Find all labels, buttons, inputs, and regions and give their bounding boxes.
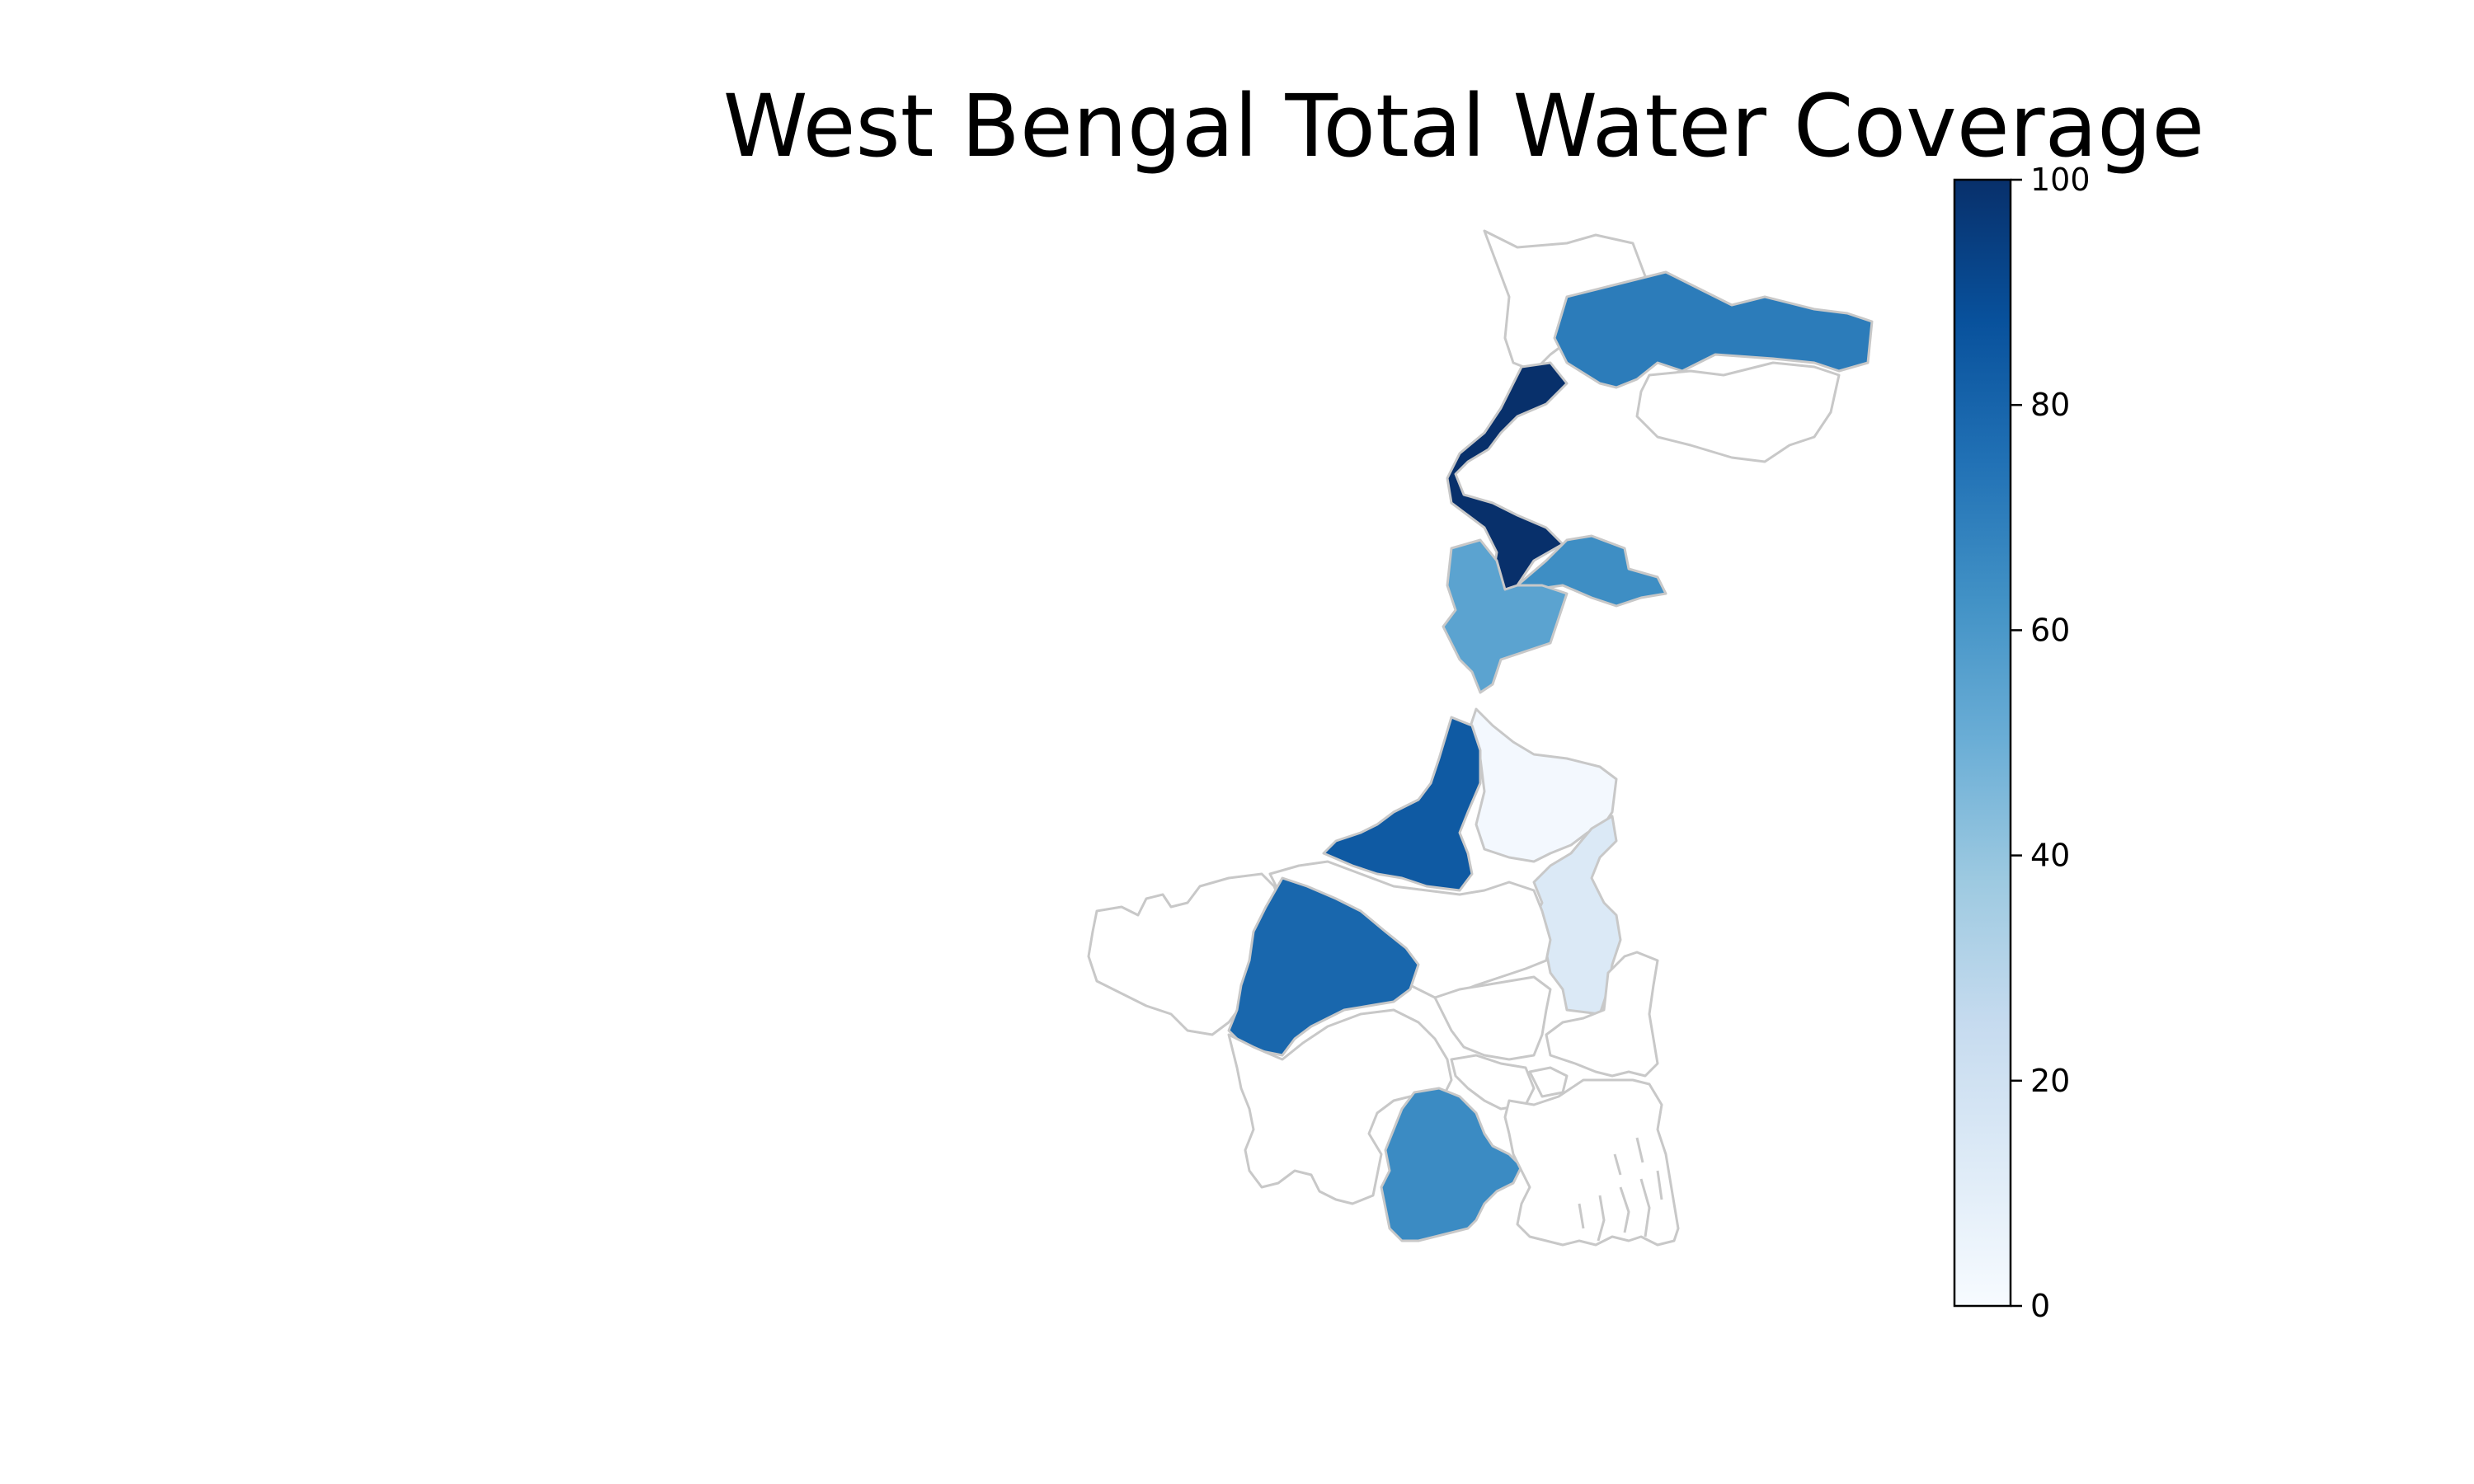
- district-south-dinajpur[interactable]: [1516, 534, 1667, 608]
- colorbar-tick-label: 80: [2030, 387, 2070, 423]
- colorbar-tick-label: 0: [2030, 1288, 2050, 1324]
- colorbar-tick-label: 20: [2030, 1063, 2070, 1099]
- district-murshidabad[interactable]: [1466, 707, 1618, 863]
- colorbar-tick-label: 40: [2030, 838, 2070, 874]
- map-title: West Bengal Total Water Coverage: [722, 76, 2205, 176]
- colorbar-ticks: 0 20 40 60 80 100: [2011, 162, 2091, 1324]
- colorbar-tick-label: 60: [2030, 612, 2070, 648]
- district-coochbehar[interactable]: [1635, 361, 1841, 463]
- district-layer: [1087, 229, 1874, 1247]
- district-bankura[interactable]: [1227, 876, 1420, 1057]
- district-hooghly[interactable]: [1433, 975, 1552, 1061]
- colorbar-tick-label: 100: [2030, 162, 2091, 198]
- colorbar: 0 20 40 60 80 100: [1953, 162, 2091, 1324]
- district-birbhum[interactable]: [1322, 716, 1482, 892]
- district-nadia[interactable]: [1532, 815, 1622, 1016]
- district-malda[interactable]: [1442, 538, 1569, 694]
- sundarban-islands: [1578, 1137, 1663, 1242]
- district-paschim-medinipur[interactable]: [1227, 1008, 1453, 1205]
- district-purba-medinipur[interactable]: [1380, 1087, 1523, 1242]
- district-kolkata[interactable]: [1528, 1066, 1569, 1098]
- district-north-24-parganas[interactable]: [1545, 951, 1659, 1078]
- colorbar-bar: [1953, 178, 2012, 1308]
- district-south-24-parganas[interactable]: [1503, 1078, 1680, 1247]
- district-jalpaiguri[interactable]: [1553, 270, 1874, 389]
